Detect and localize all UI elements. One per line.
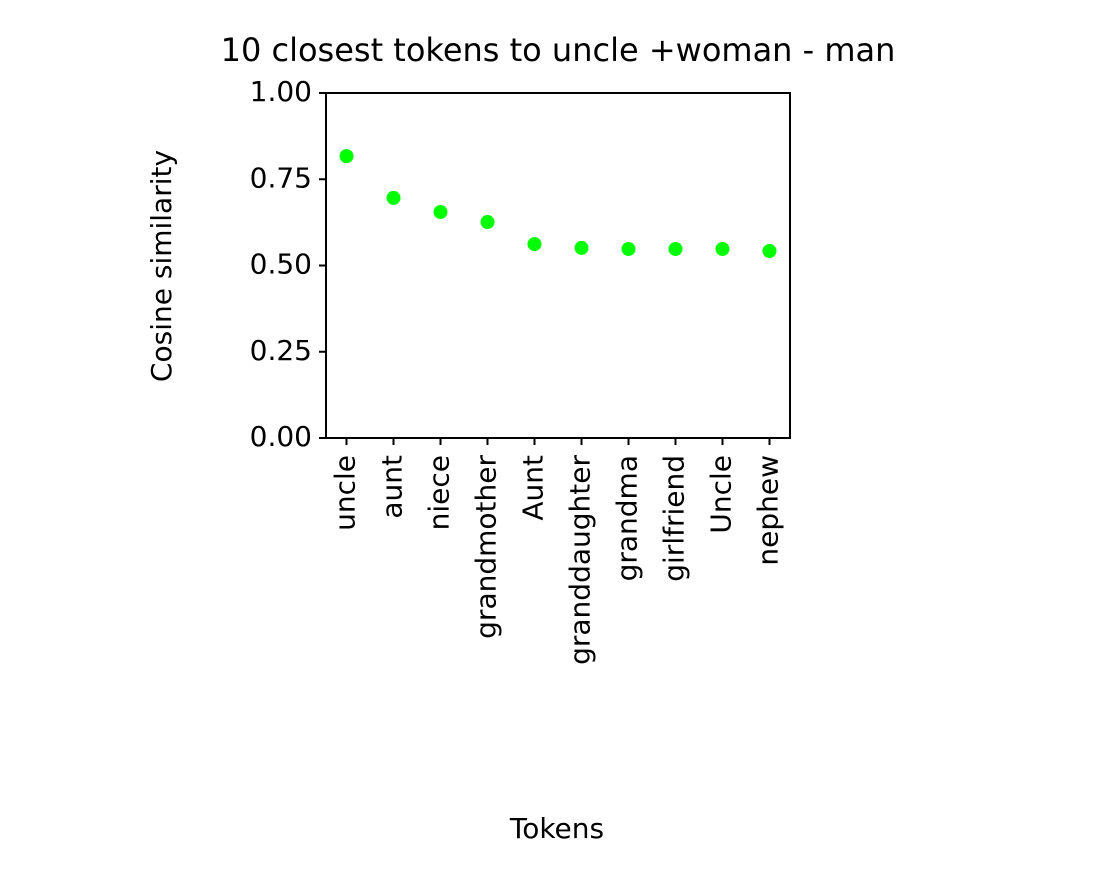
x-tick-label: Uncle	[705, 455, 738, 534]
y-tick-label: 0.75	[250, 161, 312, 194]
chart-title: 10 closest tokens to uncle +woman - man	[221, 31, 896, 69]
point	[715, 241, 730, 256]
x-axis-label: Tokens	[509, 812, 604, 845]
x-tick-label: granddaughter	[564, 455, 597, 665]
y-tick-label: 0.50	[250, 248, 312, 281]
x-tick-label: grandmother	[470, 455, 503, 639]
point	[386, 190, 401, 205]
point	[762, 244, 777, 259]
x-tick-label: grandma	[611, 455, 644, 581]
plot-frame	[325, 92, 791, 439]
point	[621, 241, 636, 256]
x-tick-label: Aunt	[517, 455, 550, 521]
point	[527, 237, 542, 252]
point	[480, 215, 495, 230]
point	[433, 205, 448, 220]
point	[668, 241, 683, 256]
point	[339, 149, 354, 164]
y-tick-label: 0.00	[250, 420, 312, 453]
y-tick-label: 1.00	[250, 75, 312, 108]
x-tick-label: niece	[423, 455, 456, 530]
x-tick-label: nephew	[752, 455, 785, 566]
y-axis-label: Cosine similarity	[145, 150, 178, 382]
x-tick-label: uncle	[329, 455, 362, 531]
x-tick-label: aunt	[376, 455, 409, 519]
point	[574, 240, 589, 255]
x-tick-label: girlfriend	[658, 455, 691, 582]
y-tick-label: 0.25	[250, 334, 312, 367]
